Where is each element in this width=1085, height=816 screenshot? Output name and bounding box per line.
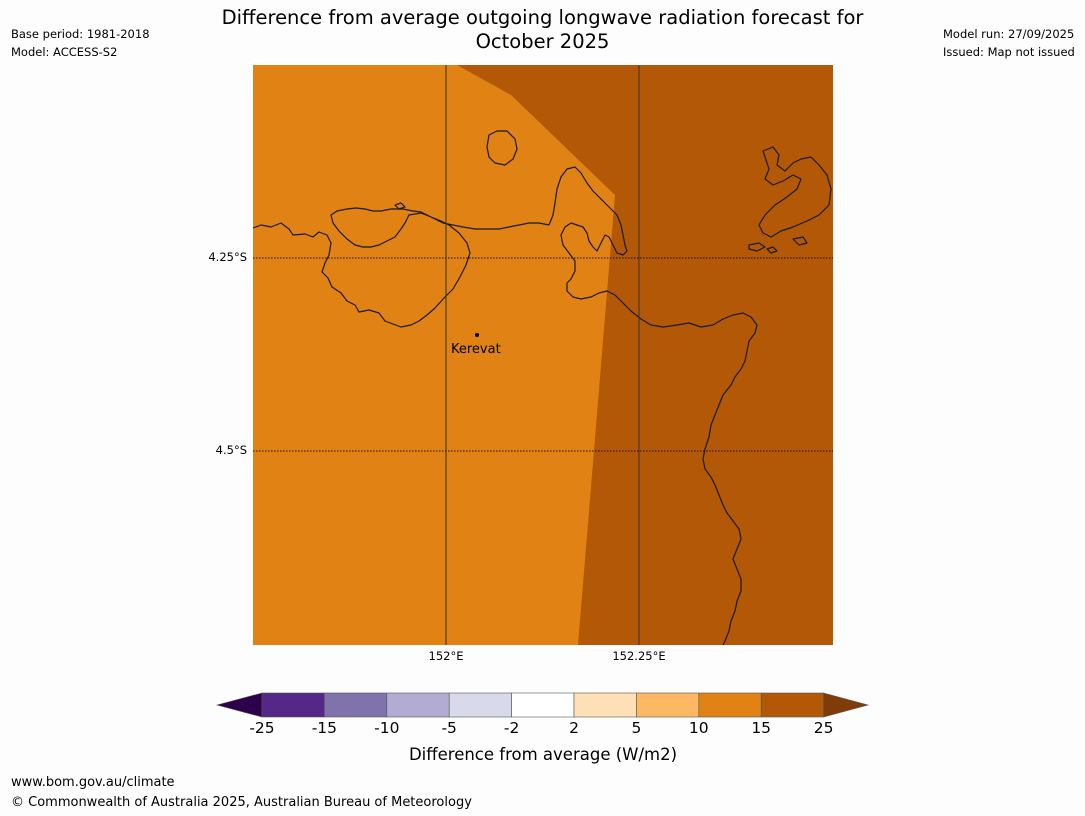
issued-text: Issued: Map not issued	[943, 45, 1075, 59]
metadata-right: Model run: 27/09/2025 Issued: Map not is…	[943, 25, 1075, 61]
model-run-text: Model run: 27/09/2025	[943, 27, 1075, 41]
legend-swatch-5	[511, 692, 575, 718]
latitude-label-4-5: 4.5°S	[215, 443, 247, 457]
legend-tick: -5	[441, 719, 457, 737]
island-small	[394, 202, 406, 210]
place-label-kerevat: Kerevat	[451, 342, 501, 357]
legend-arrow-low	[215, 692, 263, 718]
longitude-label-152-25: 152.25°E	[612, 649, 666, 663]
coastline	[253, 130, 832, 645]
legend-swatch-6	[573, 692, 637, 718]
base-period-text: Base period: 1981-2018	[11, 27, 150, 41]
footer-copyright: © Commonwealth of Australia 2025, Austra…	[11, 795, 472, 810]
island-north	[486, 130, 518, 166]
anomaly-region-15-25	[457, 65, 833, 645]
longitude-label-152: 152°E	[428, 649, 464, 663]
legend-swatch-9	[760, 692, 824, 718]
island-east-small-3	[792, 236, 808, 246]
kerevat-marker	[475, 333, 479, 337]
legend-tick: -15	[311, 719, 338, 737]
coastline-west	[253, 207, 550, 328]
legend-tick: 25	[813, 719, 834, 737]
island-east-small-2	[766, 246, 778, 254]
legend-tick: 2	[569, 719, 579, 737]
legend-tick: 15	[751, 719, 772, 737]
legend-swatch-3	[386, 692, 450, 718]
legend-tick: 10	[688, 719, 709, 737]
map-title-line1: Difference from average outgoing longwav…	[221, 6, 864, 29]
legend-tick: -2	[503, 719, 520, 737]
forecast-map	[253, 65, 833, 645]
map-title: Difference from average outgoing longwav…	[180, 6, 905, 54]
legend-label: Difference from average (W/m2)	[408, 745, 678, 764]
legend-swatch-7	[636, 692, 700, 718]
map-title-line2: October 2025	[475, 30, 610, 53]
legend-swatch-2	[324, 692, 388, 718]
gridlines	[253, 65, 833, 645]
island-east-small-1	[748, 242, 766, 252]
model-text: Model: ACCESS-S2	[11, 45, 118, 59]
legend-colorbar	[215, 692, 870, 718]
footer-url: www.bom.gov.au/climate	[11, 775, 175, 790]
legend-swatch-1	[261, 692, 325, 718]
legend-swatch-8	[698, 692, 762, 718]
legend-arrow-high	[823, 692, 870, 718]
legend-tick: -25	[249, 719, 275, 737]
metadata-left: Base period: 1981-2018 Model: ACCESS-S2	[11, 25, 150, 61]
islands-east	[758, 146, 832, 238]
latitude-label-4-25: 4.25°S	[208, 250, 247, 264]
legend-tick: -10	[374, 719, 400, 737]
legend-swatch-4	[448, 692, 512, 718]
coastline-peninsula	[548, 166, 758, 645]
legend-tick: 5	[631, 719, 642, 737]
